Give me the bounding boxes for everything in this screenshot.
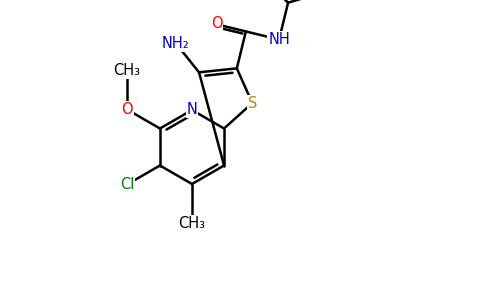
Text: CH₃: CH₃ [114,63,140,78]
Text: O: O [121,102,133,117]
Text: CH₃: CH₃ [179,215,206,230]
Text: Cl: Cl [120,177,134,192]
Text: S: S [248,96,257,111]
Text: NH₂: NH₂ [161,36,189,51]
Text: N: N [186,103,197,118]
Text: O: O [211,16,223,31]
Text: NH: NH [268,32,290,47]
